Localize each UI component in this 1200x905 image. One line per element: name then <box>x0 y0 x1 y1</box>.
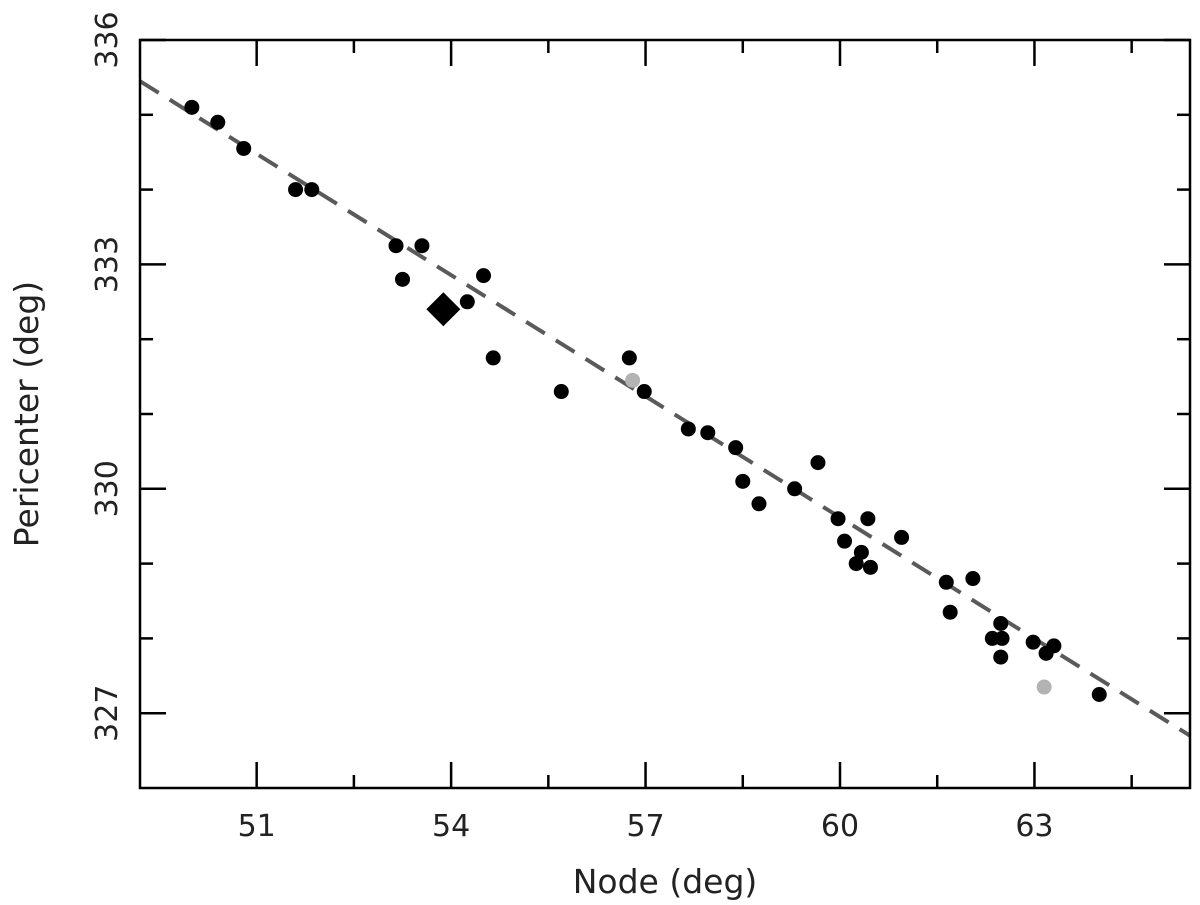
data-point <box>860 511 876 527</box>
data-point <box>1091 687 1107 702</box>
data-point <box>414 238 430 254</box>
data-point <box>810 455 826 471</box>
data-point <box>993 649 1009 665</box>
data-point <box>236 140 252 156</box>
gray-data-point <box>1036 679 1052 695</box>
data-point <box>636 384 652 400</box>
gray-data-point <box>625 372 641 388</box>
data-point <box>942 604 958 620</box>
x-tick-label: 57 <box>626 809 664 844</box>
data-point <box>485 350 501 366</box>
data-point <box>304 182 320 198</box>
data-point <box>395 271 410 287</box>
data-point <box>837 533 853 549</box>
data-point <box>728 440 744 456</box>
data-point <box>848 556 864 572</box>
x-tick-label: 54 <box>432 809 470 844</box>
data-point <box>621 350 637 366</box>
data-point <box>553 384 569 400</box>
y-axis-label: Pericenter (deg) <box>7 281 46 547</box>
y-tick-label: 327 <box>90 685 125 742</box>
x-tick-label: 63 <box>1015 809 1053 844</box>
data-point <box>680 421 696 437</box>
data-point <box>862 559 878 575</box>
data-point <box>184 99 200 115</box>
data-point <box>476 268 492 284</box>
data-point <box>751 496 767 512</box>
data-point <box>1046 638 1062 654</box>
data-point <box>994 630 1010 646</box>
data-point <box>388 238 404 254</box>
x-tick-label: 51 <box>238 809 276 844</box>
data-point <box>938 574 954 590</box>
data-point <box>894 529 910 545</box>
data-point <box>700 425 716 441</box>
y-tick-label: 336 <box>90 11 125 68</box>
data-point <box>210 114 226 130</box>
plot-frame <box>138 38 1192 790</box>
data-point <box>993 615 1009 631</box>
y-tick-label: 333 <box>90 236 125 293</box>
data-point <box>1025 634 1041 650</box>
fit-line <box>140 79 1190 738</box>
x-axis-label: Node (deg) <box>573 862 758 901</box>
diamond-point <box>426 292 461 327</box>
data-point <box>853 544 869 560</box>
data-point <box>830 511 846 527</box>
x-tick-label: 60 <box>821 809 859 844</box>
data-point <box>787 481 803 497</box>
data-point <box>965 571 981 587</box>
data-point <box>459 294 475 310</box>
y-tick-label: 330 <box>90 460 125 517</box>
data-point <box>735 473 751 489</box>
data-point <box>288 182 304 198</box>
